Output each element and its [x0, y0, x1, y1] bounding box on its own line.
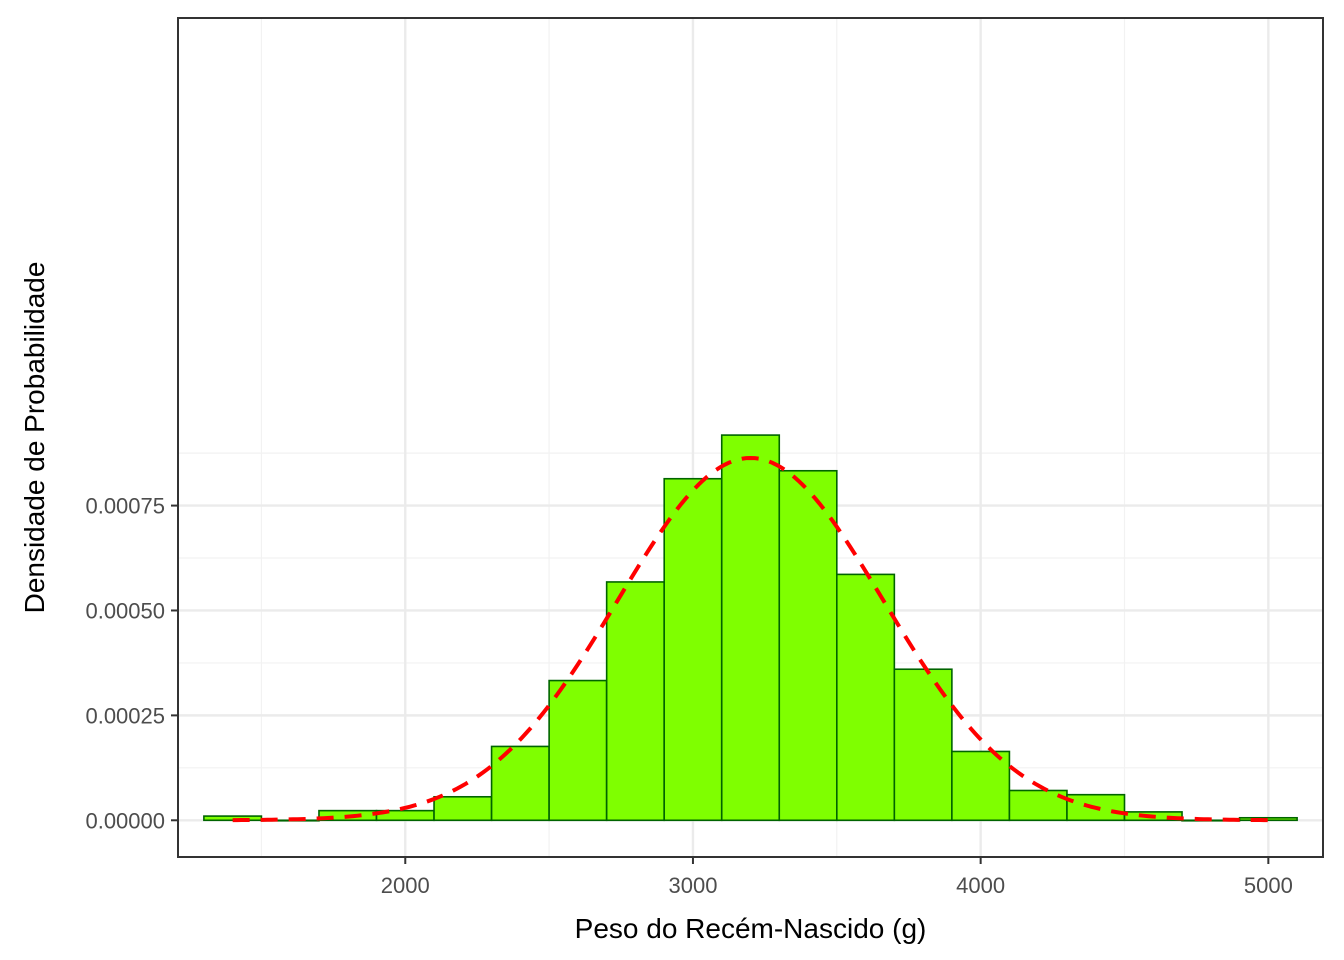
x-axis-title: Peso do Recém-Nascido (g)	[575, 913, 927, 944]
y-axis: 0.00000 0.00025 0.00050 0.00075	[85, 494, 178, 833]
histogram-bar	[720, 434, 781, 822]
plot-border	[177, 17, 1324, 858]
x-tick-label: 5000	[1244, 873, 1293, 898]
histogram-bar	[1008, 789, 1068, 822]
x-tick-label: 2000	[381, 873, 430, 898]
histogram-bar	[778, 469, 838, 822]
x-axis: 2000 3000 4000 5000	[381, 857, 1293, 898]
y-tick-label: 0.00075	[85, 494, 165, 519]
histogram-bar	[951, 750, 1011, 822]
density-curve	[232, 455, 1269, 823]
y-tick-label: 0.00000	[85, 808, 165, 833]
histogram-bar	[433, 795, 493, 822]
x-tick-label: 4000	[956, 873, 1005, 898]
x-tick-label: 3000	[668, 873, 717, 898]
histogram-bar	[1238, 816, 1298, 822]
histogram-bar	[548, 679, 608, 822]
histogram-bar	[605, 581, 665, 822]
histogram-bar	[663, 477, 723, 822]
y-axis-title: Densidade de Probabilidade	[19, 262, 50, 614]
histogram-bars	[203, 434, 1298, 822]
y-tick-label: 0.00025	[85, 703, 165, 728]
histogram-bar	[836, 573, 896, 822]
y-tick-label: 0.00050	[85, 598, 165, 623]
